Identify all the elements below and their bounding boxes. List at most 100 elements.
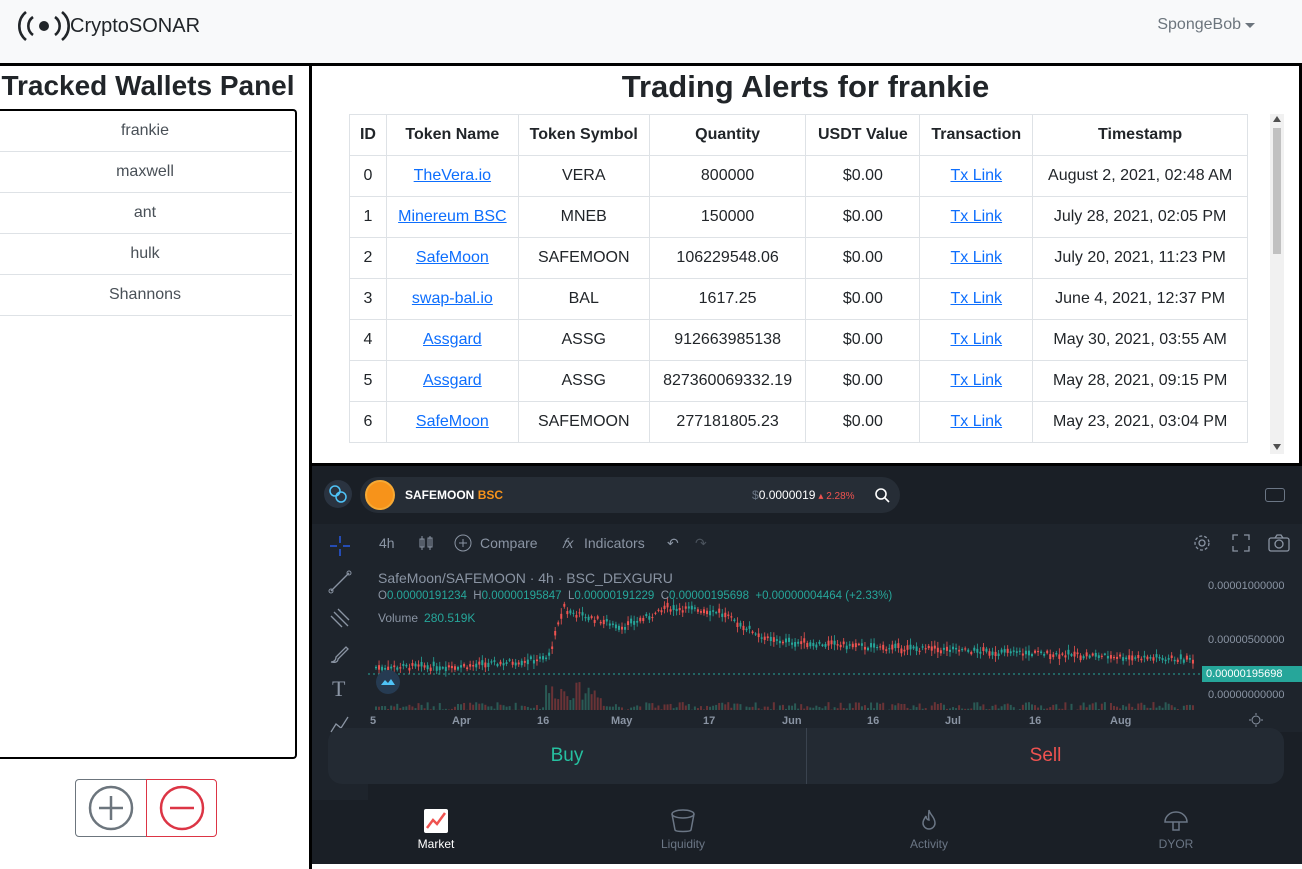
candle-body bbox=[1003, 649, 1006, 653]
volume-bar bbox=[590, 694, 593, 710]
nav-dyor[interactable]: DYOR bbox=[1116, 808, 1236, 851]
candle-body bbox=[848, 644, 851, 646]
tx-link[interactable]: Tx Link bbox=[950, 208, 1003, 225]
volume-bar bbox=[1088, 704, 1091, 710]
candle-body bbox=[1158, 657, 1161, 659]
wallet-item[interactable]: maxwell bbox=[0, 152, 292, 193]
remove-wallet-button[interactable] bbox=[146, 779, 217, 837]
token-name-link[interactable]: Assgard bbox=[423, 372, 482, 389]
candle-body bbox=[469, 664, 472, 667]
brush-icon[interactable] bbox=[328, 642, 352, 666]
wallet-item[interactable]: ant bbox=[0, 193, 292, 234]
candle-body bbox=[444, 666, 447, 672]
token-name-link[interactable]: swap-bal.io bbox=[411, 290, 493, 307]
volume-bar bbox=[891, 704, 894, 710]
candle-body bbox=[532, 660, 535, 664]
nav-liquidity[interactable]: Liquidity bbox=[623, 808, 743, 851]
tx-link[interactable]: Tx Link bbox=[950, 290, 1003, 307]
compare-button[interactable]: Compare bbox=[480, 535, 538, 551]
crosshair-icon[interactable] bbox=[328, 534, 352, 558]
add-wallet-button[interactable] bbox=[75, 779, 147, 837]
token-name-link[interactable]: TheVera.io bbox=[413, 167, 492, 184]
scroll-up-icon[interactable] bbox=[1273, 116, 1281, 122]
token-name-link[interactable]: Minereum BSC bbox=[398, 208, 507, 225]
settings-small-icon[interactable] bbox=[1248, 712, 1264, 728]
interval-button[interactable]: 4h bbox=[379, 535, 395, 551]
scroll-thumb[interactable] bbox=[1273, 128, 1281, 254]
wallet-item[interactable]: frankie bbox=[0, 111, 292, 152]
candle-body bbox=[672, 605, 675, 611]
candle-body bbox=[1012, 650, 1015, 652]
candle-body bbox=[393, 665, 396, 668]
wallet-icon[interactable] bbox=[1265, 488, 1285, 502]
undo-icon[interactable]: ↶ bbox=[667, 535, 679, 551]
token-name-link[interactable]: SafeMoon bbox=[415, 413, 489, 430]
token-price: $0.0000019 ▴ 2.28% bbox=[752, 488, 855, 502]
candle-body bbox=[675, 608, 678, 612]
volume-bar bbox=[1113, 705, 1115, 710]
candles-icon[interactable] bbox=[418, 535, 434, 551]
tx-link[interactable]: Tx Link bbox=[950, 249, 1003, 266]
volume-bar bbox=[1009, 704, 1012, 710]
nav-activity[interactable]: Activity bbox=[869, 808, 989, 851]
dexguru-logo[interactable] bbox=[324, 480, 352, 508]
camera-icon[interactable] bbox=[1268, 534, 1290, 552]
wallet-item[interactable]: Shannons bbox=[0, 275, 292, 316]
candle-body bbox=[608, 623, 611, 626]
candle-body bbox=[460, 665, 463, 668]
volume-bar bbox=[730, 707, 733, 710]
pattern-icon[interactable] bbox=[328, 712, 352, 736]
price-chart[interactable]: SafeMoon/SAFEMOON · 4h · BSC_DEXGURU O0.… bbox=[368, 562, 1202, 732]
search-icon[interactable] bbox=[874, 487, 890, 503]
column-header: Quantity bbox=[648, 114, 807, 156]
candle-body bbox=[1143, 655, 1146, 658]
candle-body bbox=[605, 619, 608, 622]
volume-bar bbox=[718, 703, 721, 710]
volume-bar bbox=[848, 703, 851, 710]
volume-bar bbox=[988, 709, 991, 710]
scrollbar[interactable] bbox=[1270, 114, 1284, 454]
candle-body bbox=[1031, 654, 1033, 657]
scroll-down-icon[interactable] bbox=[1273, 444, 1281, 450]
token-selector[interactable]: SAFEMOON BSC $0.0000019 ▴ 2.28% bbox=[360, 477, 900, 513]
volume-bar bbox=[426, 702, 429, 710]
brand[interactable]: CryptoSONAR bbox=[18, 8, 200, 44]
user-dropdown[interactable]: SpongeBob bbox=[1157, 16, 1255, 34]
volume-bar bbox=[1134, 708, 1137, 710]
volume-bar bbox=[803, 708, 806, 710]
volume-bar bbox=[630, 707, 633, 710]
nav-market[interactable]: Market bbox=[376, 808, 496, 851]
pitchfork-icon[interactable] bbox=[328, 606, 352, 630]
trendline-icon[interactable] bbox=[328, 570, 352, 594]
volume-bar bbox=[736, 703, 739, 710]
candle-body bbox=[484, 662, 487, 668]
candle-body bbox=[1079, 655, 1082, 661]
candle-body bbox=[587, 616, 590, 621]
volume-bar bbox=[785, 708, 787, 710]
indicators-button[interactable]: Indicators bbox=[584, 535, 645, 551]
volume-bar bbox=[873, 708, 876, 710]
token-name-link[interactable]: SafeMoon bbox=[415, 249, 489, 266]
volume-bar bbox=[930, 705, 933, 710]
tx-link[interactable]: Tx Link bbox=[950, 331, 1003, 348]
candle-body bbox=[933, 645, 936, 649]
gear-icon[interactable] bbox=[1192, 533, 1212, 553]
volume-bar bbox=[918, 703, 921, 710]
alerts-table-container[interactable]: ID Token Name Token Symbol Quantity USDT… bbox=[349, 114, 1248, 454]
redo-icon[interactable]: ↷ bbox=[695, 535, 707, 551]
volume-bar bbox=[672, 708, 675, 710]
timestamp-cell: May 28, 2021, 09:15 PM bbox=[1032, 360, 1248, 402]
wallet-item[interactable]: hulk bbox=[0, 234, 292, 275]
text-tool-icon[interactable]: T bbox=[332, 676, 346, 701]
volume-bar bbox=[809, 707, 812, 710]
fullscreen-icon[interactable] bbox=[1232, 534, 1250, 552]
tx-link[interactable]: Tx Link bbox=[950, 372, 1003, 389]
tx-link[interactable]: Tx Link bbox=[950, 413, 1003, 430]
buy-button[interactable]: Buy bbox=[550, 745, 584, 766]
sell-button[interactable]: Sell bbox=[806, 728, 1284, 784]
divider bbox=[312, 463, 1302, 466]
tx-link[interactable]: Tx Link bbox=[950, 167, 1003, 184]
candle-body bbox=[660, 610, 663, 613]
minus-circle-icon bbox=[159, 785, 204, 831]
token-name-link[interactable]: Assgard bbox=[423, 331, 482, 348]
